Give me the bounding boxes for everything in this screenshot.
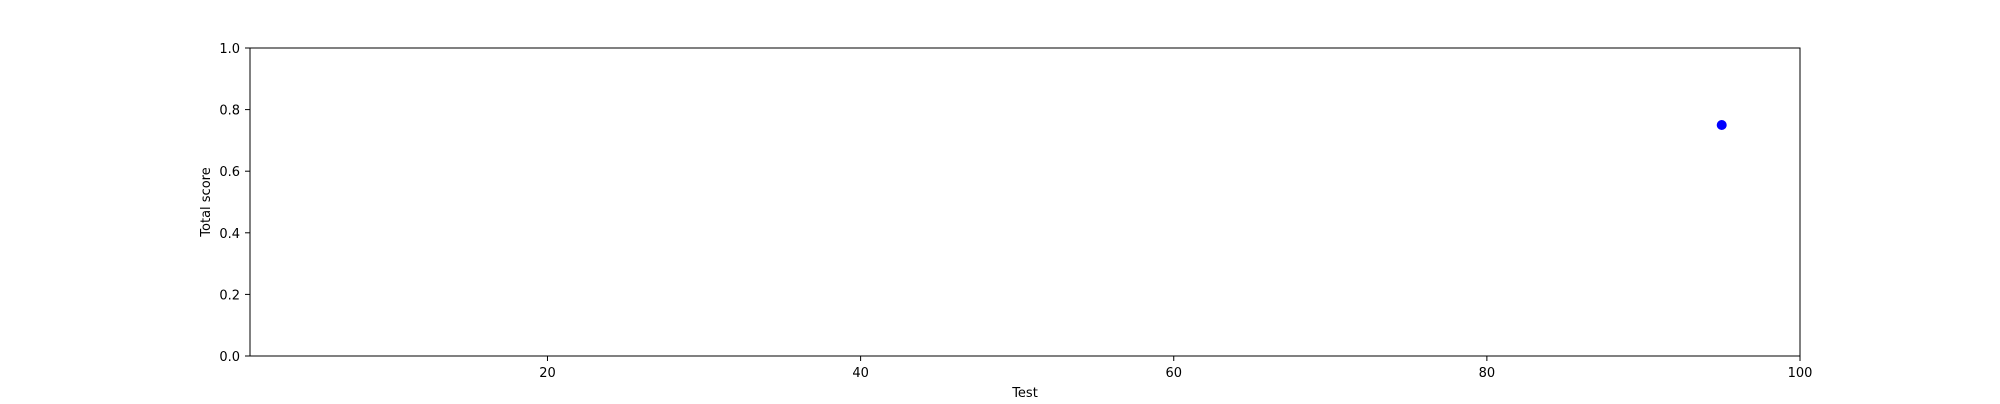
y-tick-label: 0.6: [219, 165, 240, 180]
y-axis-label: Total score: [199, 167, 214, 237]
x-tick-label: 40: [852, 366, 869, 381]
y-tick-label: 0.8: [219, 104, 240, 119]
x-tick-label: 20: [539, 366, 556, 381]
x-tick-label: 60: [1165, 366, 1182, 381]
x-axis-ticks: 20 40 60 80 100: [539, 356, 1812, 381]
x-tick-label: 100: [1788, 366, 1813, 381]
plot-area: [249, 47, 1801, 357]
x-axis-label: Test: [1011, 386, 1038, 400]
y-tick-label: 0.0: [219, 350, 240, 365]
data-points: [1716, 120, 1727, 130]
x-tick-label: 80: [1479, 366, 1496, 381]
plot-frame: [249, 47, 1801, 357]
y-tick-label: 0.4: [219, 227, 240, 242]
data-point: [1716, 120, 1727, 130]
y-axis-ticks: 0.0 0.2 0.4 0.6 0.8 1.0: [219, 42, 250, 365]
y-tick-label: 1.0: [219, 42, 240, 57]
y-tick-label: 0.2: [219, 288, 240, 303]
